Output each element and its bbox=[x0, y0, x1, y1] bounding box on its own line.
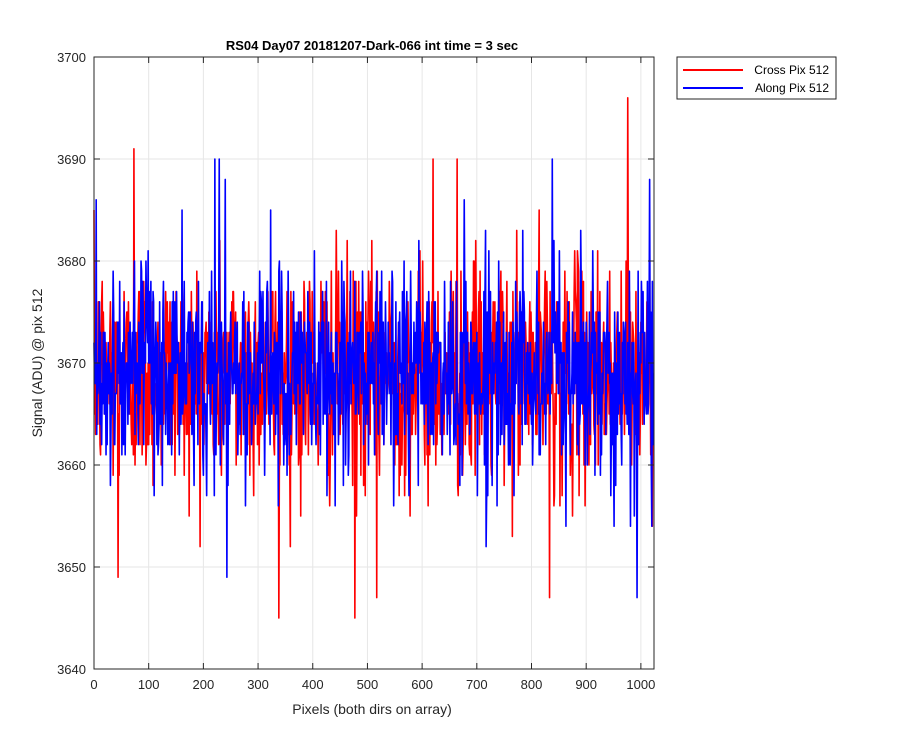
x-tick-labels: 0 100 200 300 400 500 600 700 800 900 1000 bbox=[90, 677, 655, 692]
legend-box bbox=[676, 56, 837, 100]
chart-title: RS04 Day07 20181207-Dark-066 int time = … bbox=[226, 38, 518, 53]
y-tick-label: 3670 bbox=[57, 356, 86, 371]
y-axis-label: Signal (ADU) @ pix 512 bbox=[29, 288, 45, 437]
y-tick-label: 3660 bbox=[57, 458, 86, 473]
x-tick-label: 800 bbox=[521, 677, 543, 692]
y-tick-label: 3680 bbox=[57, 254, 86, 269]
x-tick-label: 100 bbox=[138, 677, 160, 692]
y-tick-labels: 3640 3650 3660 3670 3680 3690 3700 bbox=[57, 50, 86, 677]
legend-label-cross: Cross Pix 512 bbox=[754, 63, 829, 77]
y-tick-label: 3650 bbox=[57, 560, 86, 575]
ticks bbox=[93, 56, 654, 670]
x-tick-label: 700 bbox=[466, 677, 488, 692]
legend-label-along: Along Pix 512 bbox=[755, 81, 829, 95]
x-tick-label: 300 bbox=[247, 677, 269, 692]
x-axis-label: Pixels (both dirs on array) bbox=[292, 701, 452, 717]
x-tick-label: 400 bbox=[302, 677, 324, 692]
x-tick-label: 600 bbox=[411, 677, 433, 692]
y-tick-label: 3640 bbox=[57, 662, 86, 677]
series-layer bbox=[93, 97, 655, 619]
x-tick-label: 500 bbox=[357, 677, 379, 692]
y-tick-label: 3690 bbox=[57, 152, 86, 167]
legend: Cross Pix 512 Along Pix 512 bbox=[676, 56, 837, 100]
x-tick-label: 1000 bbox=[626, 677, 655, 692]
y-tick-label: 3700 bbox=[57, 50, 86, 65]
x-tick-label: 900 bbox=[575, 677, 597, 692]
x-tick-label: 200 bbox=[193, 677, 215, 692]
series-line-along bbox=[93, 158, 655, 599]
x-tick-label: 0 bbox=[90, 677, 97, 692]
